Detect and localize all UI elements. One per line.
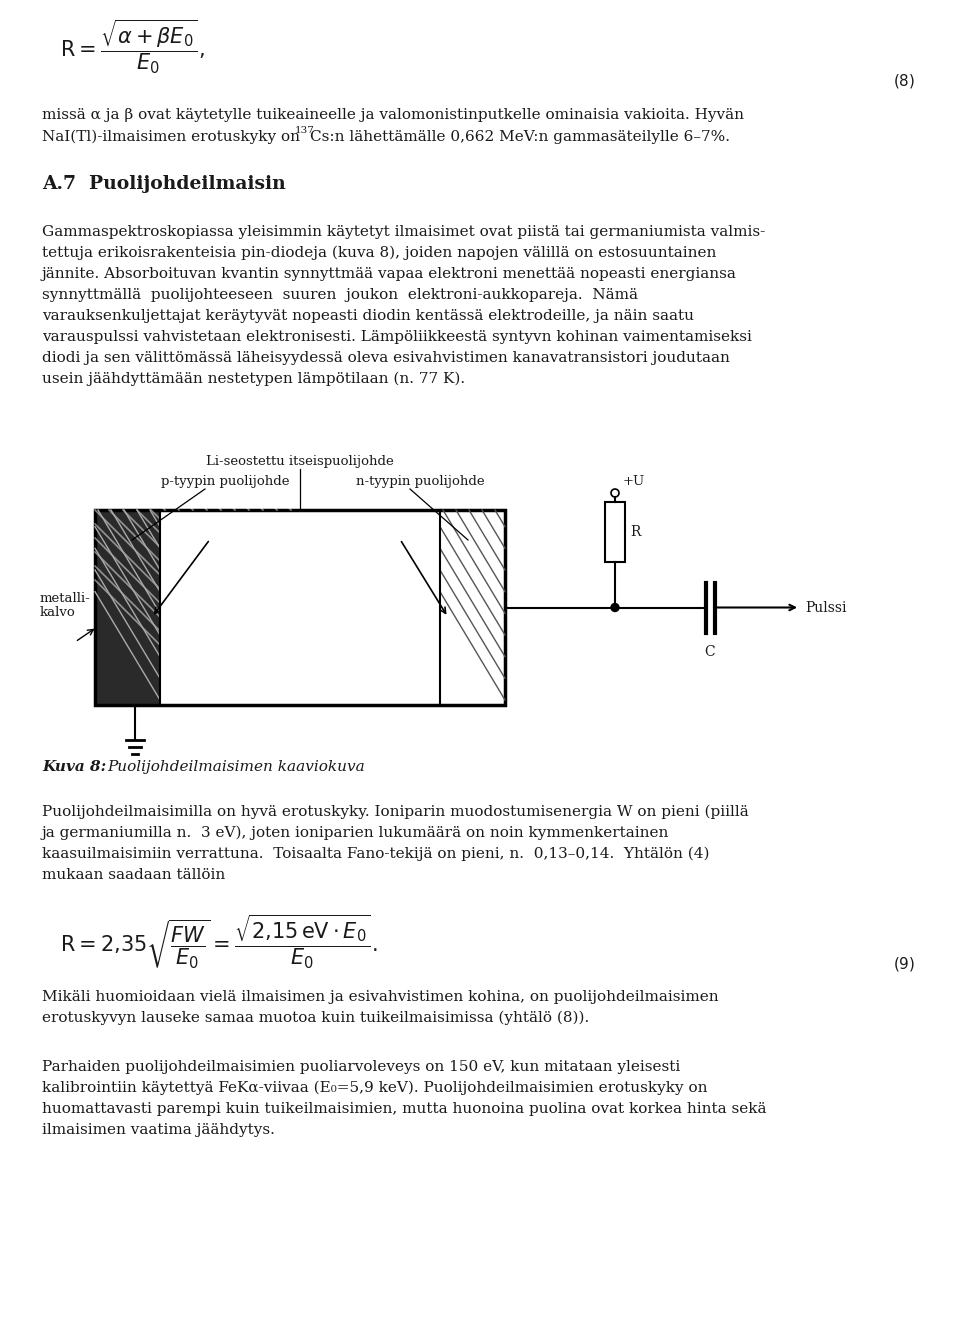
Text: jännite. Absorboituvan kvantin synnyttmää vapaa elektroni menettää nopeasti ener: jännite. Absorboituvan kvantin synnyttmä… bbox=[42, 267, 737, 280]
Text: missä α ja β ovat käytetylle tuikeaineelle ja valomonistinputkelle ominaisia vak: missä α ja β ovat käytetylle tuikeaineel… bbox=[42, 108, 744, 122]
Text: Li-seostettu itseispuolijohde: Li-seostettu itseispuolijohde bbox=[206, 455, 394, 468]
Text: $\mathrm{R} = \dfrac{\sqrt{\alpha + \beta E_0}}{E_0},$: $\mathrm{R} = \dfrac{\sqrt{\alpha + \bet… bbox=[60, 19, 204, 76]
Text: kaasuilmaisimiin verrattuna.  Toisaalta Fano-tekijä on pieni, n.  0,13–0,14.  Yh: kaasuilmaisimiin verrattuna. Toisaalta F… bbox=[42, 847, 709, 861]
Bar bbox=[95, 510, 160, 704]
Text: mukaan saadaan tällöin: mukaan saadaan tällöin bbox=[42, 868, 226, 882]
Text: ilmaisimen vaatima jäähdytys.: ilmaisimen vaatima jäähdytys. bbox=[42, 1123, 275, 1138]
Text: 137: 137 bbox=[295, 126, 315, 136]
Text: Mikäli huomioidaan vielä ilmaisimen ja esivahvistimen kohina, on puolijohdeilmai: Mikäli huomioidaan vielä ilmaisimen ja e… bbox=[42, 990, 719, 1003]
Bar bbox=[605, 502, 625, 562]
Text: Kuva 8:: Kuva 8: bbox=[42, 760, 111, 773]
Text: A.7  Puolijohdeilmaisin: A.7 Puolijohdeilmaisin bbox=[42, 175, 286, 193]
Text: huomattavasti parempi kuin tuikeilmaisimien, mutta huonoina puolina ovat korkea : huomattavasti parempi kuin tuikeilmaisim… bbox=[42, 1102, 766, 1116]
Text: diodi ja sen välittömässä läheisyydessä oleva esivahvistimen kanavatransistori j: diodi ja sen välittömässä läheisyydessä … bbox=[42, 351, 730, 365]
Text: kalibrointiin käytettyä FeKα-viivaa (E₀=5,9 keV). Puolijohdeilmaisimien erotusky: kalibrointiin käytettyä FeKα-viivaa (E₀=… bbox=[42, 1080, 708, 1095]
Bar bbox=[440, 510, 505, 704]
Text: Pulssi: Pulssi bbox=[805, 601, 847, 614]
Text: erotuskyvyn lauseke samaa muotoa kuin tuikeilmaisimissa (yhtälö (8)).: erotuskyvyn lauseke samaa muotoa kuin tu… bbox=[42, 1011, 589, 1026]
Text: +U: +U bbox=[623, 474, 645, 488]
Text: synnyttmällä  puolijohteeseen  suuren  joukon  elektroni-aukkopareja.  Nämä: synnyttmällä puolijohteeseen suuren jouk… bbox=[42, 288, 638, 302]
Text: $(9)$: $(9)$ bbox=[893, 956, 915, 973]
Text: p-tyypin puolijohde: p-tyypin puolijohde bbox=[160, 474, 289, 488]
Text: varauspulssi vahvistetaan elektronisesti. Lämpöliikkeestä syntyvn kohinan vaimen: varauspulssi vahvistetaan elektronisesti… bbox=[42, 330, 752, 344]
Text: Cs:n lähettämälle 0,662 MeV:n gammasäteilylle 6–7%.: Cs:n lähettämälle 0,662 MeV:n gammasätei… bbox=[310, 130, 730, 144]
Text: ja germaniumilla n.  3 eV), joten ioniparien lukumäärä on noin kymmenkertainen: ja germaniumilla n. 3 eV), joten ionipar… bbox=[42, 827, 669, 840]
Text: C: C bbox=[705, 645, 715, 658]
Bar bbox=[160, 510, 440, 704]
Text: Puolijohdeilmaisimen kaaviokuva: Puolijohdeilmaisimen kaaviokuva bbox=[107, 760, 365, 773]
Text: kalvo: kalvo bbox=[40, 606, 76, 619]
Text: n-tyypin puolijohde: n-tyypin puolijohde bbox=[356, 474, 484, 488]
Circle shape bbox=[611, 603, 619, 611]
Text: $(8)$: $(8)$ bbox=[893, 72, 915, 90]
Text: NaI(Tl)-ilmaisimen erotuskyky on: NaI(Tl)-ilmaisimen erotuskyky on bbox=[42, 130, 305, 145]
Bar bbox=[95, 510, 505, 704]
Text: tettuja erikoisrakenteisia pin-diodeja (kuva 8), joiden napojen välillä on estos: tettuja erikoisrakenteisia pin-diodeja (… bbox=[42, 246, 716, 260]
Bar bbox=[95, 510, 160, 704]
Text: usein jäähdyttämään nestetypen lämpötilaan (n. 77 K).: usein jäähdyttämään nestetypen lämpötila… bbox=[42, 372, 466, 387]
Text: R: R bbox=[630, 525, 640, 540]
Text: $\mathrm{R} = 2{,}35\sqrt{\dfrac{FW}{E_0}} = \dfrac{\sqrt{2{,}15\,\mathrm{eV}\cd: $\mathrm{R} = 2{,}35\sqrt{\dfrac{FW}{E_0… bbox=[60, 912, 377, 970]
Text: Puolijohdeilmaisimilla on hyvä erotuskyky. Ioniparin muodostumisenergia W on pie: Puolijohdeilmaisimilla on hyvä erotuskyk… bbox=[42, 805, 749, 820]
Text: Gammaspektroskopiassa yleisimmin käytetyt ilmaisimet ovat piistä tai germaniumis: Gammaspektroskopiassa yleisimmin käytety… bbox=[42, 225, 765, 239]
Text: Parhaiden puolijohdeilmaisimien puoliarvoleveys on 150 eV, kun mitataan yleisest: Parhaiden puolijohdeilmaisimien puoliarv… bbox=[42, 1061, 681, 1074]
Text: varauksenkuljettajat keräytyvät nopeasti diodin kentässä elektrodeille, ja näin : varauksenkuljettajat keräytyvät nopeasti… bbox=[42, 310, 694, 323]
Bar bbox=[95, 510, 505, 704]
Text: metalli-: metalli- bbox=[40, 591, 91, 605]
